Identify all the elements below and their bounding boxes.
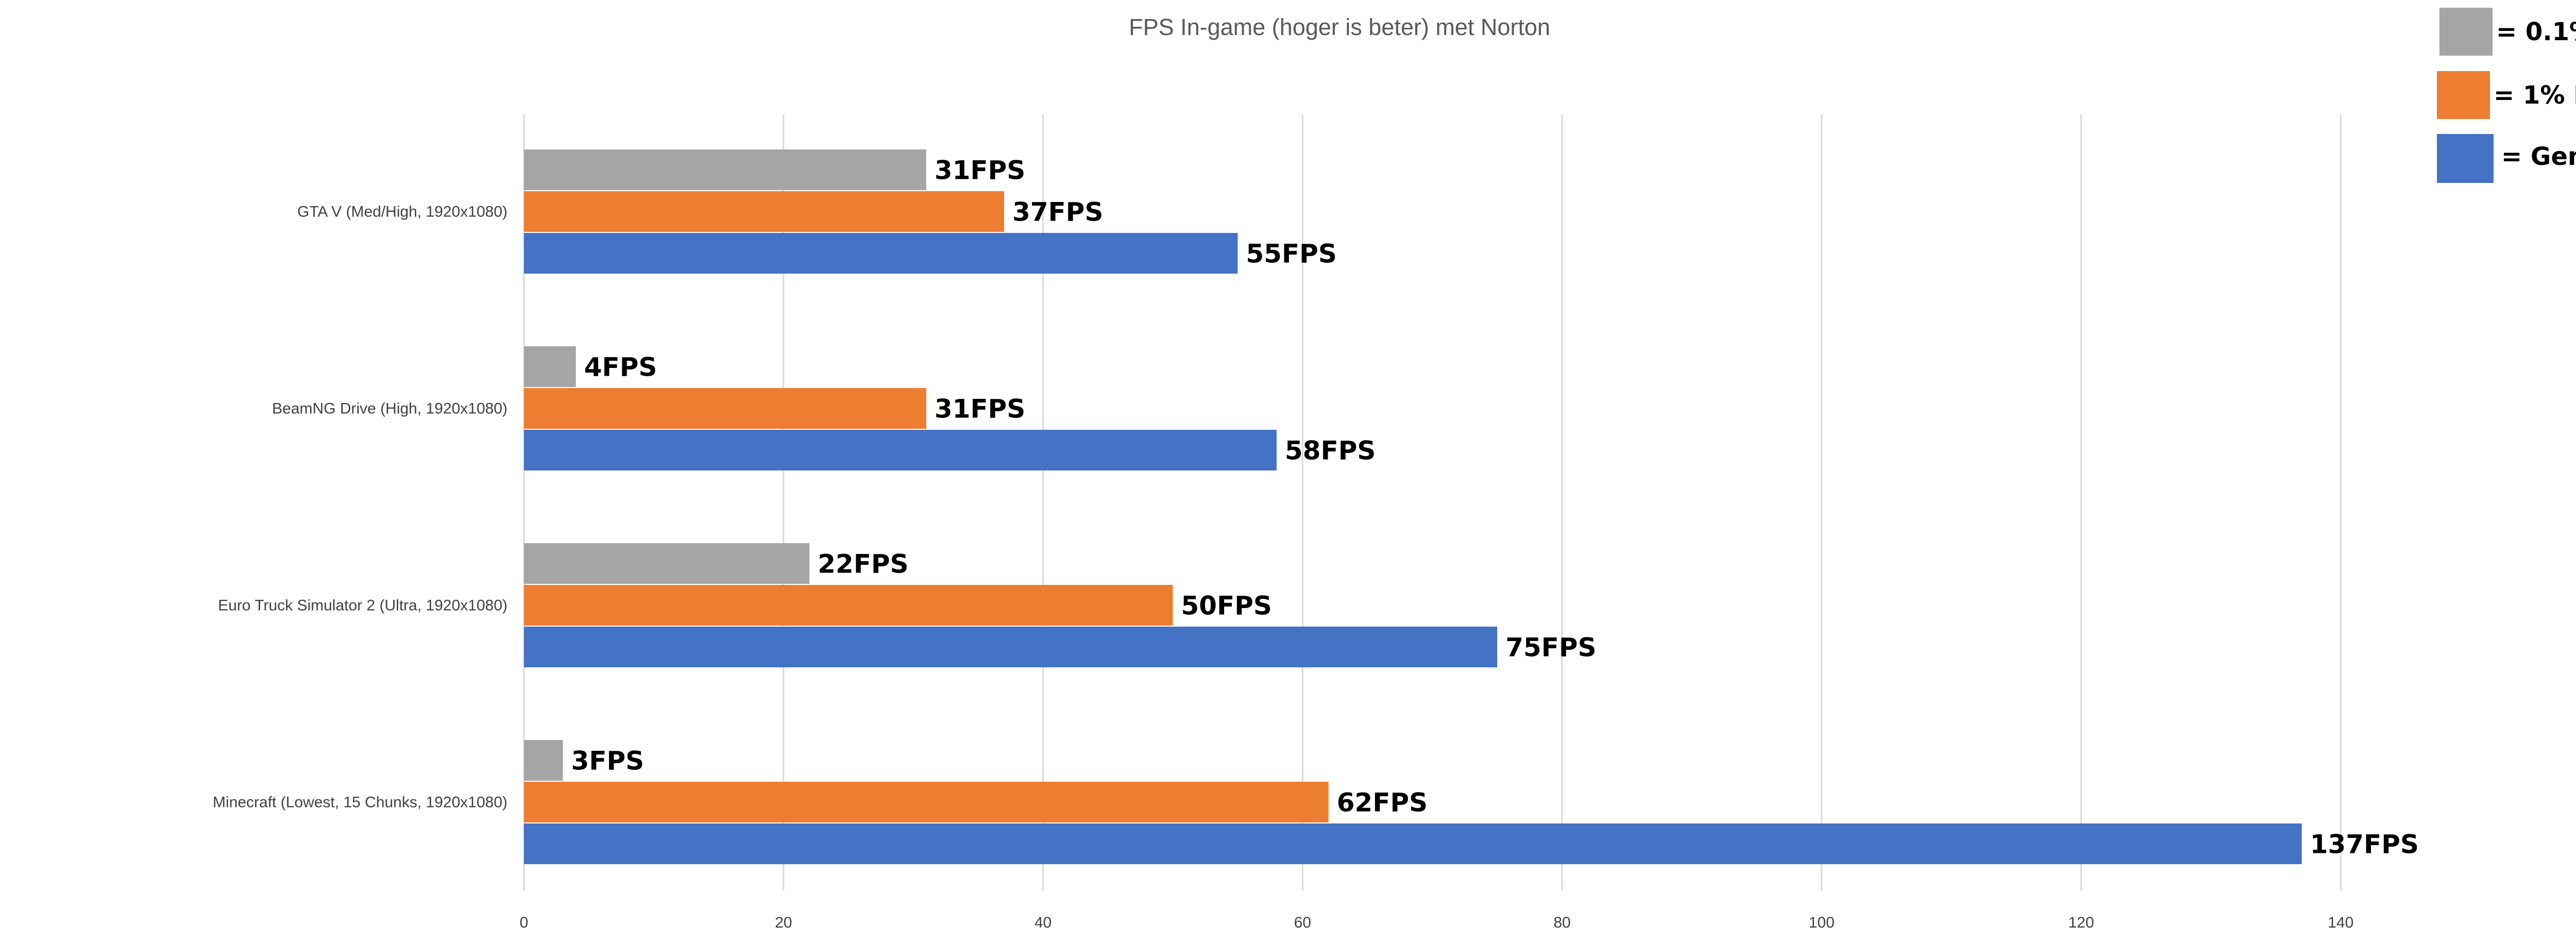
bar-2-0 xyxy=(524,543,810,584)
chart-title: FPS In-game (hoger is beter) met Norton xyxy=(1129,14,1550,40)
data-label-1-2: 58FPS xyxy=(1285,436,1376,466)
x-axis-ticks: 020406080100120140160 xyxy=(520,914,2354,931)
bars: 31FPS 37FPS 55FPS 4FPS 31FPS 58FPS 22FPS 50FPS 7… xyxy=(524,149,2419,864)
bar-0-2 xyxy=(524,233,1238,274)
category-label-1: BeamNG Drive (High, 1920x1080) xyxy=(272,400,507,417)
bar-3-1 xyxy=(524,782,1329,822)
bar-1-1 xyxy=(524,388,926,429)
x-tick-label-0: 0 xyxy=(520,914,529,931)
bar-3-0 xyxy=(524,740,563,781)
bar-1-0 xyxy=(524,346,576,387)
data-label-2-2: 75FPS xyxy=(1505,633,1596,663)
x-tick-label-1: 20 xyxy=(775,914,792,931)
x-tick-label-6: 120 xyxy=(2068,914,2094,931)
data-label-0-2: 55FPS xyxy=(1246,239,1336,269)
x-tick-label-2: 40 xyxy=(1035,914,1052,931)
category-label-3: Minecraft (Lowest, 15 Chunks, 1920x1080) xyxy=(213,794,507,811)
legend-swatch-2 xyxy=(2437,134,2494,183)
bar-0-0 xyxy=(524,149,926,190)
category-label-0: GTA V (Med/High, 1920x1080) xyxy=(297,204,507,221)
data-label-2-0: 22FPS xyxy=(818,549,908,579)
legend-swatch-0 xyxy=(2439,8,2493,56)
bar-0-1 xyxy=(524,191,1004,232)
bar-3-2 xyxy=(524,823,2302,864)
legend-label-0: = 0.1% Lows xyxy=(2496,18,2576,46)
bar-2-1 xyxy=(524,585,1173,626)
data-label-0-1: 37FPS xyxy=(1012,197,1103,227)
data-label-3-0: 3FPS xyxy=(571,746,645,776)
category-labels: GTA V (Med/High, 1920x1080) BeamNG Drive … xyxy=(213,204,507,811)
x-tick-label-3: 60 xyxy=(1294,914,1311,931)
x-tick-label-4: 80 xyxy=(1553,914,1570,931)
legend-swatch-1 xyxy=(2437,71,2490,119)
legend-label-1: = 1% Lows xyxy=(2494,81,2576,110)
data-label-2-1: 50FPS xyxy=(1181,591,1272,621)
data-label-1-1: 31FPS xyxy=(935,394,1025,424)
data-label-3-2: 137FPS xyxy=(2310,830,2419,860)
category-label-2: Euro Truck Simulator 2 (Ultra, 1920x1080… xyxy=(218,597,507,614)
data-label-3-1: 62FPS xyxy=(1337,788,1428,818)
data-label-1-0: 4FPS xyxy=(584,352,657,382)
legend-label-2: = Gem. FPS xyxy=(2501,142,2576,171)
bar-2-2 xyxy=(524,627,1498,667)
bar-1-2 xyxy=(524,430,1277,470)
data-label-0-0: 31FPS xyxy=(935,156,1025,186)
x-tick-label-7: 140 xyxy=(2328,914,2353,931)
legend: = 0.1% Lows = 1% Lows = Gem. FPS xyxy=(2437,8,2576,183)
x-tick-label-5: 100 xyxy=(1809,914,1835,931)
